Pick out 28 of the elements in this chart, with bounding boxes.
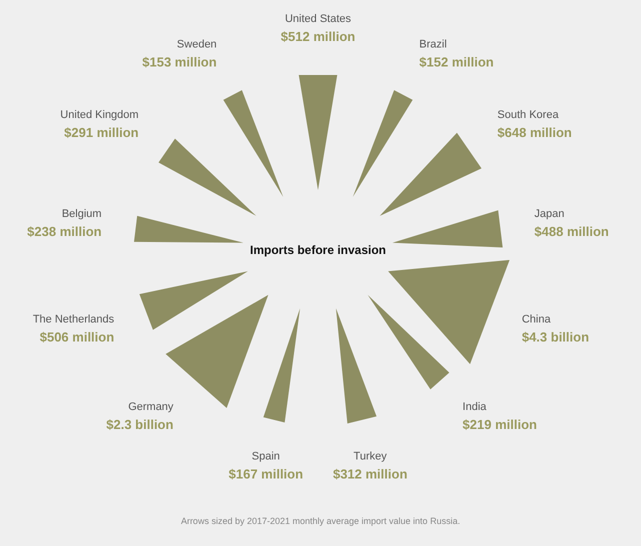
data-label: $219 million bbox=[462, 417, 538, 432]
data-label: $152 million bbox=[419, 54, 494, 70]
category-label: United States bbox=[284, 13, 352, 25]
data-label: $167 million bbox=[228, 466, 304, 482]
category-label: Brazil bbox=[419, 38, 447, 50]
category-label: Turkey bbox=[354, 450, 388, 463]
data-label: $488 million bbox=[534, 224, 609, 240]
data-label: $291 million bbox=[64, 124, 139, 140]
data-label: $238 million bbox=[27, 224, 102, 240]
category-label: India bbox=[462, 401, 488, 414]
category-label: Sweden bbox=[176, 38, 217, 50]
category-label: United Kingdom bbox=[60, 108, 139, 121]
category-label: China bbox=[522, 314, 552, 326]
category-label: The Netherlands bbox=[32, 314, 115, 326]
data-label: $312 million bbox=[332, 466, 408, 482]
data-label: $506 million bbox=[40, 330, 114, 345]
data-label: $4.3 billion bbox=[522, 330, 590, 345]
data-label: $153 million bbox=[142, 54, 217, 70]
category-label: Spain bbox=[252, 450, 280, 463]
text: Imports before invasion bbox=[250, 243, 386, 257]
category-label: Germany bbox=[128, 401, 174, 414]
text: Arrows sized by 2017-2021 monthly average import value into Russia. bbox=[180, 516, 460, 526]
category-label: South Korea bbox=[497, 108, 560, 121]
data-label: $512 million bbox=[280, 29, 356, 44]
category-label: Belgium bbox=[62, 208, 102, 220]
category-label: Japan bbox=[534, 208, 564, 220]
data-label: $2.3 billion bbox=[106, 417, 174, 432]
data-label: $648 million bbox=[497, 124, 572, 140]
